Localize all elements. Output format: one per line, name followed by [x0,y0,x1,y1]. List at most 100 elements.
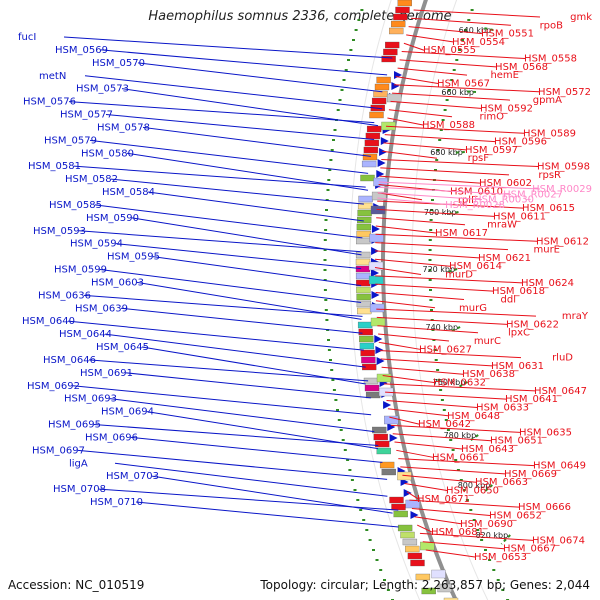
gene-label[interactable]: HSM_0573 [76,84,129,95]
gene-label[interactable]: HSM_0694 [101,407,154,418]
gene-label[interactable]: HSM_0691 [80,368,133,379]
gene-feature[interactable] [368,261,384,271]
gene-label[interactable]: HSM_0638 [462,369,515,380]
gene-label[interactable]: HSM_0671 [417,494,470,505]
gene-feature[interactable] [443,597,459,600]
gene-feature[interactable] [372,426,387,434]
gene-feature[interactable] [357,321,373,329]
gene-label[interactable]: HSM_0596 [494,137,547,148]
gene-label[interactable]: HSM_0653 [474,552,527,563]
gene-feature[interactable] [384,415,399,425]
gene-label[interactable]: HSM_0627 [419,344,472,355]
gene-label[interactable]: HSM_0690 [460,519,513,530]
gene-feature[interactable] [397,0,412,7]
gene-label[interactable]: HSM_0614 [449,261,502,272]
gene-label[interactable]: HSM_0617 [435,228,488,239]
gene-label[interactable]: HSM_0635 [519,427,572,438]
gene-feature[interactable] [379,461,395,469]
gene-label[interactable]: HSM_0567 [437,78,490,89]
gene-label[interactable]: HSM_0615 [522,203,575,214]
gene-label[interactable]: HSM_0577 [60,110,113,121]
gene-feature[interactable] [376,447,391,455]
gene-label[interactable]: HSM_0639 [75,303,128,314]
gene-feature[interactable] [393,13,408,21]
gene-label[interactable]: rimO [479,112,504,123]
gene-label[interactable]: HSM_0594 [70,239,123,250]
gene-feature[interactable] [363,146,379,154]
gene-label[interactable]: HSM_0618 [492,286,545,297]
gene-label[interactable]: HSM_0692 [27,381,80,392]
gene-label[interactable]: HSM_0642 [418,419,471,430]
gene-label[interactable]: HSM_0696 [85,432,138,443]
gene-label[interactable]: HSM_0647 [534,386,587,397]
gene-label[interactable]: HSM_0631 [491,361,544,372]
gene-feature[interactable] [385,41,400,49]
gene-feature[interactable] [405,545,420,553]
gene-feature[interactable] [359,342,375,350]
gene-label[interactable]: HSM_0595 [107,252,160,263]
gene-feature[interactable] [371,191,387,201]
gene-feature[interactable] [421,587,436,595]
gene-feature[interactable] [371,97,387,105]
gene-feature[interactable] [368,275,384,285]
gene-label[interactable]: HSM_0611 [493,211,546,222]
gene-label[interactable]: HSM_R0029 [532,184,592,195]
gene-feature[interactable] [381,468,396,476]
gene-label[interactable]: HSM_0681 [431,527,484,538]
gene-label[interactable]: ligA [69,458,88,469]
gene-label[interactable]: HSM_0644 [59,329,112,340]
gene-feature[interactable] [410,559,425,567]
gene-feature[interactable] [356,293,371,301]
gene-label[interactable]: rluD [552,353,573,364]
gene-feature[interactable] [376,76,391,84]
gene-label[interactable]: HSM_0578 [97,122,150,133]
gene-label[interactable]: HSM_R0030 [474,195,534,206]
gene-label[interactable]: HSM_0592 [480,103,533,114]
gene-feature[interactable] [364,384,380,392]
gene-label[interactable]: HSM_0663 [475,477,528,488]
gene-label[interactable]: HSM_0579 [44,135,97,146]
gene-label[interactable]: HSM_0582 [65,174,118,185]
gene-feature[interactable] [397,524,413,532]
gene-label[interactable]: rplI [458,195,474,206]
gene-label[interactable]: HSM_0581 [28,161,81,172]
gene-label[interactable]: HSM_0612 [536,236,589,247]
gene-label[interactable]: HSM_0568 [495,62,548,73]
gene-label[interactable]: fucI [18,32,36,43]
gene-label[interactable]: HSM_0641 [505,394,558,405]
gene-feature[interactable] [393,510,408,518]
gene-label[interactable]: HSM_0602 [479,178,532,189]
gene-feature[interactable] [369,233,384,243]
gene-label[interactable]: murD [445,270,473,281]
gene-feature[interactable] [360,174,375,182]
gene-feature[interactable] [355,265,371,273]
gene-label[interactable]: HSM_0588 [422,120,475,131]
gene-feature[interactable] [365,132,381,140]
gene-label[interactable]: HSM_0585 [49,200,102,211]
gene-feature[interactable] [358,328,373,336]
gene-feature[interactable] [415,573,431,581]
gene-feature[interactable] [357,307,372,315]
gene-feature[interactable] [357,209,372,217]
gene-feature[interactable] [370,317,386,327]
gene-label[interactable]: HSM_0555 [423,45,476,56]
gene-feature[interactable] [366,125,382,133]
gene-label[interactable]: gmk [570,12,592,23]
gene-label[interactable]: HSM_0622 [506,319,559,330]
gene-feature[interactable] [381,55,396,63]
gene-label[interactable]: lpxC [508,328,530,339]
gene-feature[interactable] [355,258,371,266]
gene-label[interactable]: HSM_0703 [106,471,159,482]
gene-label[interactable]: HSM_0551 [481,29,534,40]
gene-label[interactable]: HSM_0632 [433,378,486,389]
gene-label[interactable]: HSM_0652 [489,510,542,521]
gene-label[interactable]: rpsF [468,153,490,164]
gene-label[interactable]: HSM_0636 [38,290,91,301]
gene-label[interactable]: HSM_0584 [102,187,155,198]
gene-feature[interactable] [431,569,446,579]
gene-label[interactable]: mraY [562,311,589,322]
gene-label[interactable]: HSM_0597 [465,145,518,156]
gene-label[interactable]: HSM_0590 [86,213,139,224]
gene-label[interactable]: HSM_0645 [96,342,149,353]
gene-feature[interactable] [369,111,384,119]
